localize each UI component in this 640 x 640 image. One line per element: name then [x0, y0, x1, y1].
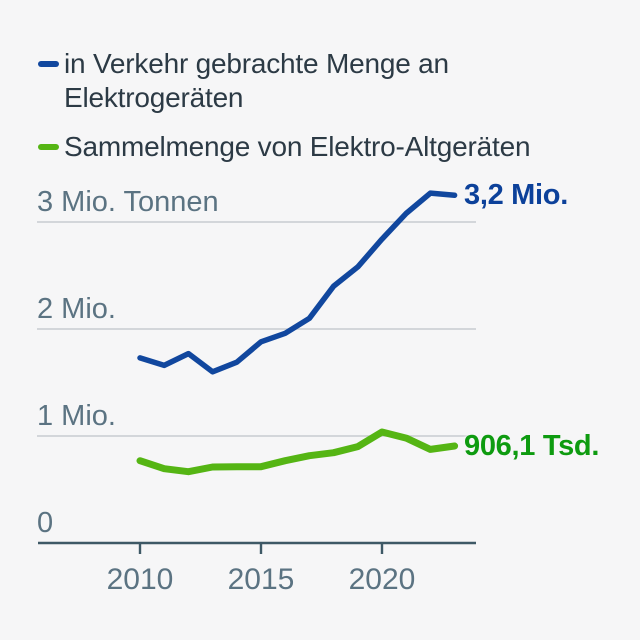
- y-axis-label-0: 0: [37, 507, 54, 539]
- series-line-green: [136, 428, 459, 476]
- x-axis-label-2020: 2020: [348, 563, 416, 596]
- y-axis-label-2mio: 2 Mio.: [37, 293, 116, 325]
- y-axis-label-1mio: 1 Mio.: [37, 400, 116, 432]
- end-value-label-blue: 3,2 Mio.: [464, 179, 568, 212]
- legend-label-line1: in Verkehr gebrachte Menge an: [64, 48, 449, 79]
- legend-label-sammelmenge: Sammelmenge von Elektro-Altgeräten: [64, 131, 531, 162]
- legend: in Verkehr gebrachte Menge an Elektrogerä…: [38, 47, 603, 164]
- end-value-label-green: 906,1 Tsd.: [464, 430, 600, 463]
- legend-label-line2: Elektrogeräten: [64, 82, 244, 113]
- legend-label-in-verkehr: in Verkehr gebrachte Menge an Elektrogerä…: [64, 47, 449, 115]
- series-line-blue: [137, 190, 458, 375]
- x-axis-label-2015: 2015: [227, 563, 295, 596]
- legend-line-swatch-blue: [38, 61, 59, 67]
- y-axis-label-3mio: 3 Mio. Tonnen: [37, 186, 219, 218]
- x-axis-label-2010: 2010: [106, 563, 174, 596]
- legend-item-in-verkehr: in Verkehr gebrachte Menge an Elektrogerä…: [38, 47, 603, 115]
- legend-line-swatch-green: [38, 144, 59, 150]
- legend-item-sammelmenge: Sammelmenge von Elektro-Altgeräten: [38, 130, 603, 164]
